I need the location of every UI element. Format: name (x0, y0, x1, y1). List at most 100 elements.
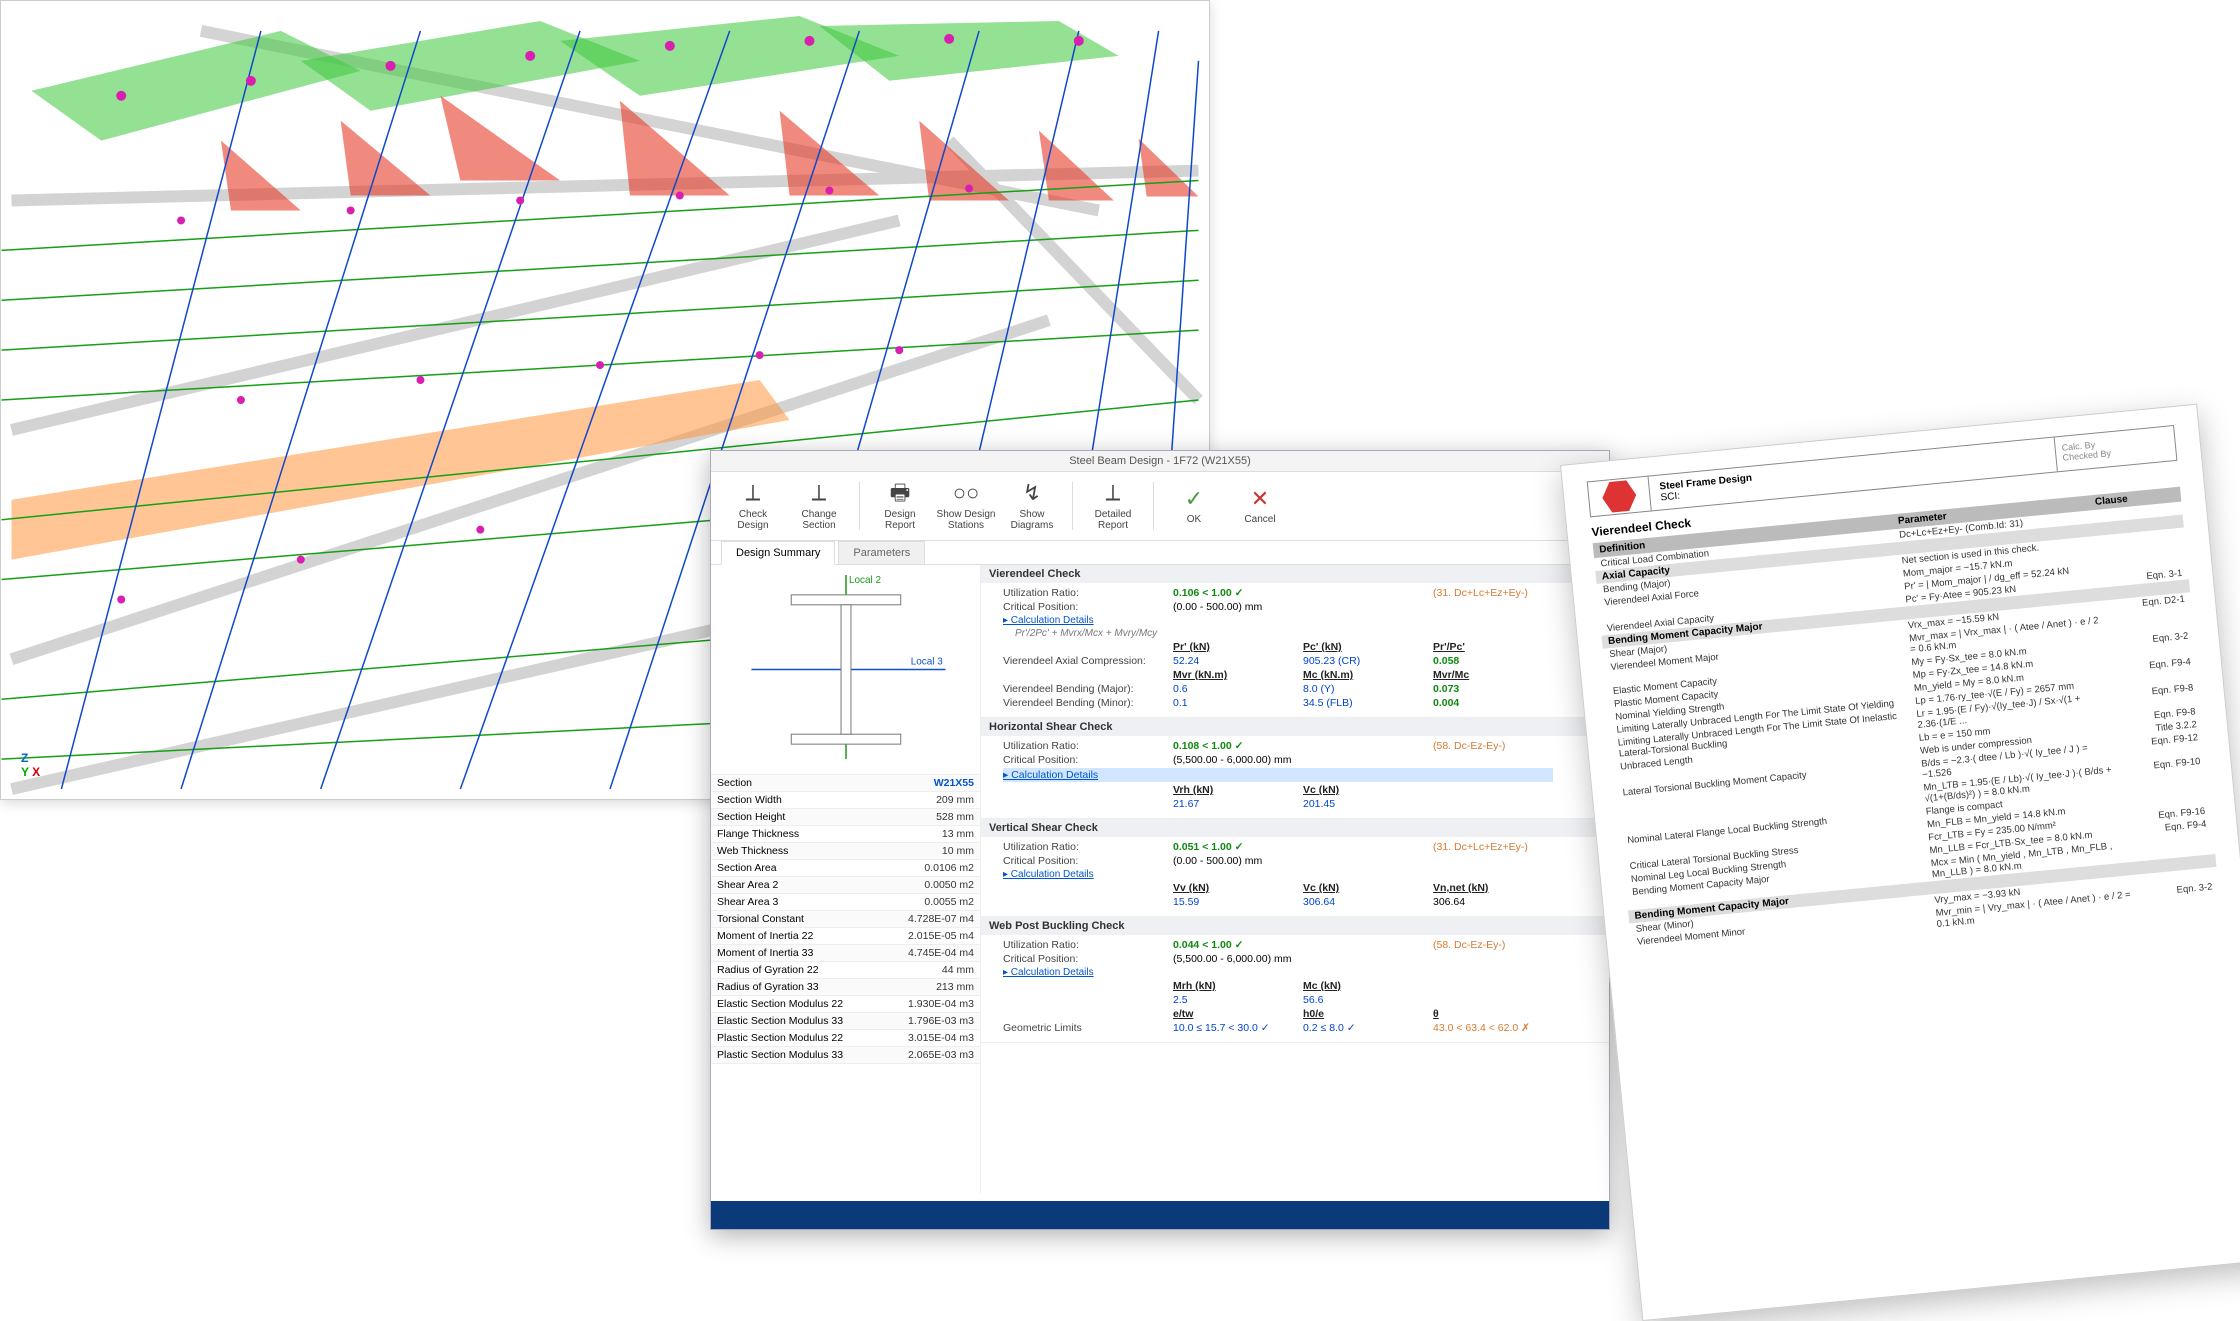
check-design-icon: ⟂ (746, 481, 761, 505)
cell: 306.64 (1433, 896, 1553, 908)
ok-button[interactable]: ✓OK (1162, 478, 1226, 534)
formula: Pr'/2Pc' + Mvrx/Mcx + Mvry/Mcy (1003, 628, 1553, 639)
check-header: Horizontal Shear Check (981, 718, 1609, 736)
col-head: Mvr (kN.m) (1173, 669, 1303, 681)
prop-name: Radius of Gyration 33 (711, 979, 883, 996)
show-design-stations-button[interactable]: ○○Show Design Stations (934, 478, 998, 534)
prop-name: Section (711, 775, 883, 792)
critpos-label: Critical Position: (1003, 754, 1173, 766)
prop-name: Moment of Inertia 22 (711, 928, 883, 945)
row-label: Vierendeel Bending (Major): (1003, 683, 1173, 695)
cell (1433, 784, 1553, 796)
cell: 2.5 (1173, 994, 1303, 1006)
tab-parameters[interactable]: Parameters (838, 541, 925, 565)
section-properties-table: SectionW21X55Section Width209 mmSection … (711, 775, 980, 1064)
prop-value: 209 mm (883, 792, 980, 809)
check-header: Vertical Shear Check (981, 819, 1609, 837)
calculation-details-link[interactable]: ▸ Calculation Details (1003, 869, 1094, 880)
highlighted-row[interactable]: ▸ Calculation Details (1003, 768, 1553, 782)
table-row: Section Width209 mm (711, 792, 980, 809)
col-head: Pc' (kN) (1303, 641, 1433, 653)
cell (1003, 669, 1173, 681)
dialog-footer-bar (711, 1201, 1609, 1229)
axes-triad: ZY X (21, 751, 40, 779)
check-body: Utilization Ratio:0.108 < 1.00 ✓(58. Dc-… (981, 736, 1609, 818)
check-vierendeel-check: Vierendeel CheckUtilization Ratio:0.106 … (981, 565, 1609, 718)
table-row: Moment of Inertia 222.015E-05 m4 (711, 928, 980, 945)
table-row: Radius of Gyration 2244 mm (711, 962, 980, 979)
cell (1003, 896, 1173, 908)
v3: 0.058 (1433, 655, 1553, 667)
tabs: Design Summary Parameters (711, 541, 1609, 565)
col-head: Vrh (kN) (1173, 784, 1303, 796)
section-profile-svg: Local 2 Local 3 (711, 565, 981, 775)
critpos-label: Critical Position: (1003, 953, 1173, 965)
calculation-details-link[interactable]: ▸ Calculation Details (1003, 769, 1173, 781)
detailed-report-button[interactable]: ⟂Detailed Report (1081, 478, 1145, 534)
tab-design-summary[interactable]: Design Summary (721, 541, 835, 565)
combo-value: (31. Dc+Lc+Ez+Ey-) (1433, 587, 1553, 599)
cancel-button[interactable]: ✕Cancel (1228, 478, 1292, 534)
prop-value: 10 mm (883, 843, 980, 860)
local3-label: Local 3 (911, 657, 944, 668)
prop-name: Torsional Constant (711, 911, 883, 928)
prop-name: Radius of Gyration 22 (711, 962, 883, 979)
prop-name: Section Width (711, 792, 883, 809)
cancel-label: Cancel (1244, 514, 1275, 525)
ur-label: Utilization Ratio: (1003, 587, 1173, 599)
table-row: Torsional Constant4.728E-07 m4 (711, 911, 980, 928)
show-diagrams-button[interactable]: ↯Show Diagrams (1000, 478, 1064, 534)
change-section-button[interactable]: ⟂Change Section (787, 478, 851, 534)
combo-value: (31. Dc+Lc+Ez+Ey-) (1433, 841, 1553, 853)
col-head: Vc (kN) (1303, 882, 1433, 894)
row-label: Vierendeel Axial Compression: (1003, 655, 1173, 667)
col-head: Vv (kN) (1173, 882, 1303, 894)
design-report-button[interactable]: 🖶Design Report (868, 478, 932, 534)
cell: e/tw (1173, 1008, 1303, 1020)
cell (1003, 641, 1173, 653)
ur-value: 0.108 < 1.00 ✓ (1173, 740, 1303, 752)
cell (1303, 953, 1433, 965)
table-row: Section Area0.0106 m2 (711, 860, 980, 877)
cell (1003, 994, 1173, 1006)
check-design-button[interactable]: ⟂Check Design (721, 478, 785, 534)
prop-name: Web Thickness (711, 843, 883, 860)
table-row: Shear Area 30.0055 m2 (711, 894, 980, 911)
prop-name: Moment of Inertia 33 (711, 945, 883, 962)
prop-name: Flange Thickness (711, 826, 883, 843)
cell (1003, 980, 1173, 992)
cell: 306.64 (1303, 896, 1433, 908)
steel-beam-design-dialog: Steel Beam Design - 1F72 (W21X55) ⟂Check… (710, 450, 1610, 1230)
detailed-report-icon: ⟂ (1106, 481, 1121, 505)
cell (1433, 798, 1553, 810)
calculation-details-link[interactable]: ▸ Calculation Details (1003, 967, 1094, 978)
cell: h0/e (1303, 1008, 1433, 1020)
prop-value: 1.930E-04 m3 (883, 996, 980, 1013)
prop-name: Shear Area 3 (711, 894, 883, 911)
ur-label: Utilization Ratio: (1003, 841, 1173, 853)
table-row: Shear Area 20.0050 m2 (711, 877, 980, 894)
critpos-value: (0.00 - 500.00) mm (1173, 855, 1303, 867)
checks-panel: Vierendeel CheckUtilization Ratio:0.106 … (981, 565, 1609, 1193)
table-row: Plastic Section Modulus 223.015E-04 m3 (711, 1030, 980, 1047)
cell (1433, 994, 1553, 1006)
table-row: Elastic Section Modulus 331.796E-03 m3 (711, 1013, 980, 1030)
row-label: Vierendeel Bending (Minor): (1003, 697, 1173, 709)
col-head: Vc (kN) (1303, 784, 1433, 796)
cell (1433, 754, 1553, 766)
table-row: Radius of Gyration 33213 mm (711, 979, 980, 996)
cell: 21.67 (1173, 798, 1303, 810)
col-head: Mrh (kN) (1173, 980, 1303, 992)
cell (1003, 882, 1173, 894)
prop-name: Elastic Section Modulus 22 (711, 996, 883, 1013)
ok-label: OK (1187, 514, 1201, 525)
prop-value: W21X55 (883, 775, 980, 792)
calculation-details-link[interactable]: ▸ Calculation Details (1003, 615, 1094, 626)
ur-label: Utilization Ratio: (1003, 939, 1173, 951)
v3: 0.073 (1433, 683, 1553, 695)
report-logo (1588, 477, 1651, 517)
critpos-label: Critical Position: (1003, 855, 1173, 867)
check-body: Utilization Ratio:0.044 < 1.00 ✓(58. Dc-… (981, 935, 1609, 1042)
cell: 15.59 (1173, 896, 1303, 908)
combo-value: (58. Dc-Ez-Ey-) (1433, 939, 1553, 951)
